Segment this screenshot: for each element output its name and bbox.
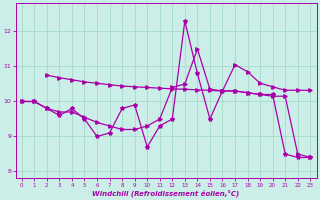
X-axis label: Windchill (Refroidissement éolien,°C): Windchill (Refroidissement éolien,°C) xyxy=(92,189,240,197)
